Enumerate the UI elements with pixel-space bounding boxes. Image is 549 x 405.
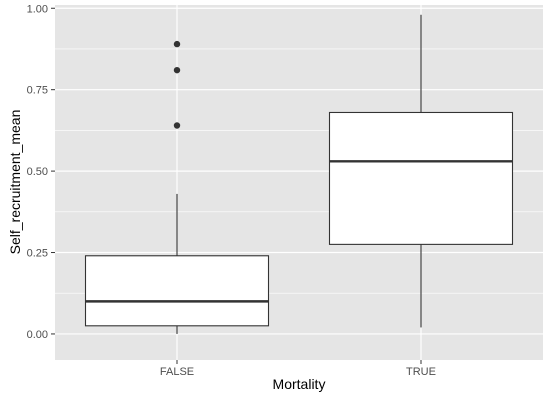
x-tick-label: TRUE: [406, 366, 436, 378]
outlier-point: [173, 66, 181, 74]
box-true: [328, 14, 514, 328]
y-tick-label: 0.25: [27, 248, 48, 260]
outlier-point: [173, 122, 181, 129]
outlier-point: [173, 40, 181, 48]
box-iqr: [84, 255, 270, 327]
y-axis-title: Self_recruitment_mean: [7, 110, 23, 255]
y-tick-label: 0.75: [27, 85, 48, 97]
y-tick-label: 0.50: [27, 166, 48, 178]
x-axis-title: Mortality: [273, 376, 326, 392]
y-axis: 0.00 0.25 0.50 0.75 1.00: [27, 3, 55, 341]
x-axis: FALSE TRUE: [160, 360, 436, 378]
box-iqr: [328, 111, 514, 245]
x-tick-label: FALSE: [160, 366, 194, 378]
box-false: [84, 40, 270, 334]
y-tick-label: 0.00: [27, 329, 48, 341]
y-tick-label: 1.00: [27, 3, 48, 15]
boxplot-series: [84, 14, 514, 334]
